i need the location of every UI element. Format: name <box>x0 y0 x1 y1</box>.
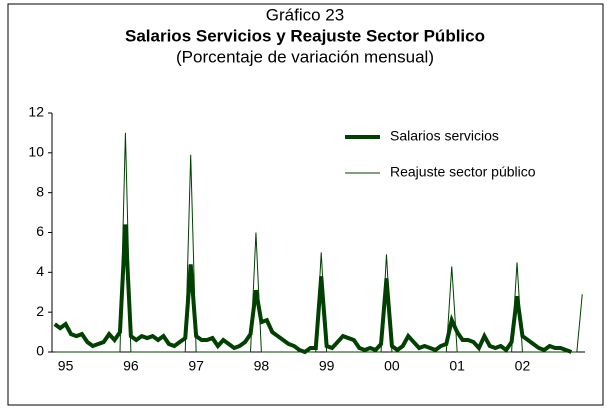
y-tick-label: 10 <box>28 144 44 160</box>
chart-note: (Porcentaje de variación mensual) <box>176 47 434 66</box>
chart-title: Gráfico 23 <box>266 5 344 24</box>
y-tick-label: 6 <box>36 223 44 239</box>
y-tick-label: 4 <box>36 263 44 279</box>
x-tick-label: 98 <box>254 358 270 374</box>
y-tick-label: 0 <box>36 343 44 359</box>
x-tick-label: 96 <box>123 358 139 374</box>
legend-label: Reajuste sector público <box>390 164 536 180</box>
legend-label: Salarios servicios <box>390 128 499 144</box>
y-tick-label: 8 <box>36 183 44 199</box>
x-tick-label: 97 <box>188 358 204 374</box>
series-line <box>53 224 573 355</box>
y-tick-label: 2 <box>36 303 44 319</box>
frame <box>7 3 604 406</box>
x-tick-label: 00 <box>384 358 400 374</box>
x-tick-label: 99 <box>319 358 335 374</box>
x-tick-label: 95 <box>58 358 74 374</box>
x-tick-label: 01 <box>449 358 465 374</box>
x-tick-label: 02 <box>515 358 531 374</box>
chart-subtitle: Salarios Servicios y Reajuste Sector Púb… <box>125 26 485 45</box>
y-tick-label: 12 <box>28 104 44 120</box>
